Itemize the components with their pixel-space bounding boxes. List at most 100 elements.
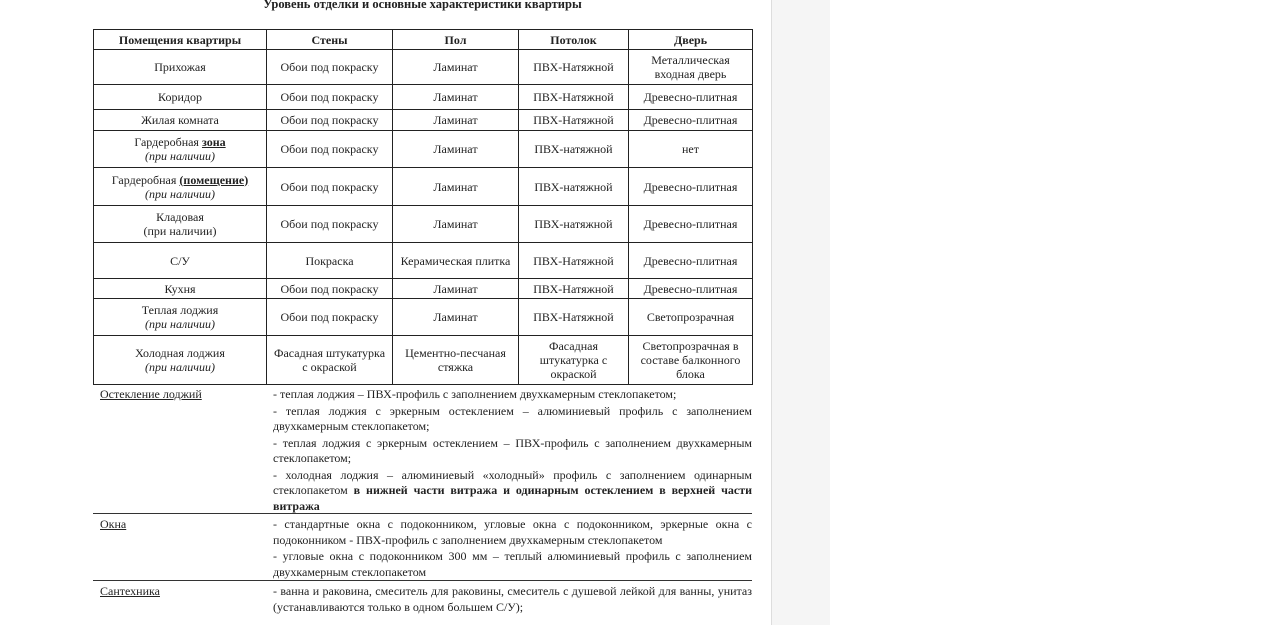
door-cell: нет <box>628 130 753 168</box>
section-glazing: Остекление лоджий - теплая лоджия – ПВХ-… <box>93 387 752 515</box>
ceiling-cell: ПВХ-Натяжной <box>518 49 629 85</box>
table-row: Коридор Обои под покраску Ламинат ПВХ-Натяж… <box>93 84 753 110</box>
column-header: Потолок <box>518 29 629 50</box>
section-label: Окна <box>100 517 127 531</box>
door-cell: Древесно-плитная <box>628 242 753 279</box>
table-row: Теплая лоджия (при наличии) Обои под покра… <box>93 298 753 336</box>
document-title: Уровень отделки и основные характеристик… <box>263 0 582 11</box>
column-header: Помещения квартиры <box>93 29 267 50</box>
section-label: Остекление лоджий <box>100 387 202 401</box>
divider <box>93 513 752 514</box>
table-row: С/У Покраска Керамическая плитка ПВХ-Натяжн… <box>93 242 753 279</box>
room-note: (при наличии) <box>145 186 215 201</box>
walls-cell: Обои под покраску <box>266 167 393 206</box>
walls-cell: Обои под покраску <box>266 84 393 110</box>
table-row: Прихожая Обои под покраску Ламинат ПВХ-Натя… <box>93 49 753 85</box>
walls-cell: Обои под покраску <box>266 109 393 131</box>
door-cell: Светопрозрачная <box>628 298 753 336</box>
room-name: Прихожая <box>154 60 206 74</box>
walls-cell: Фасадная штукатурка с окраской <box>266 335 393 385</box>
room-note: (при наличии) <box>143 224 217 238</box>
column-header: Пол <box>392 29 519 50</box>
walls-cell: Покраска <box>266 242 393 279</box>
list-item-bold-text: в нижней части витража и одинарным остек… <box>273 483 752 513</box>
room-cell: Жилая комната <box>93 109 267 131</box>
room-name-emphasis: зона <box>201 135 226 149</box>
door-cell: Древесно-плитная <box>628 84 753 110</box>
walls-cell: Обои под покраску <box>266 298 393 336</box>
list-item: - теплая лоджия с эркерным остеклением –… <box>273 403 752 434</box>
table-row: Кладовая (при наличии) Обои под покраску Ла… <box>93 205 753 243</box>
door-cell: Древесно-плитная <box>628 205 753 243</box>
column-header: Дверь <box>628 29 753 50</box>
table-row: Гардеробная зона (при наличии) Обои под по… <box>93 130 753 168</box>
list-item: - теплая лоджия – ПВХ-профиль с заполнен… <box>273 387 677 401</box>
walls-cell: Обои под покраску <box>266 130 393 168</box>
table-header-row: Помещения квартиры Стены Пол Потолок Дверь <box>93 29 753 50</box>
door-cell: Металлическая входная дверь <box>628 49 753 85</box>
floor-cell: Ламинат <box>392 84 519 110</box>
ceiling-cell: ПВХ-натяжной <box>518 167 629 206</box>
section-plumbing: Сантехника - ванна и раковина, смеситель… <box>93 584 752 616</box>
room-note: (при наличии) <box>145 360 215 374</box>
room-cell: Гардеробная (помещение) (при наличии) <box>93 167 267 206</box>
floor-cell: Ламинат <box>392 130 519 168</box>
room-name: Коридор <box>158 90 202 104</box>
floor-cell: Ламинат <box>392 278 519 299</box>
document-page: Уровень отделки и основные характеристик… <box>93 0 753 616</box>
room-name: Кладовая <box>156 210 204 224</box>
list-item: - угловые окна с подоконником 300 мм – т… <box>273 549 752 579</box>
table-row: Жилая комната Обои под покраску Ламинат ПВХ… <box>93 109 753 131</box>
door-cell: Светопрозрачная в составе балконного бло… <box>628 335 753 385</box>
column-header: Стены <box>266 29 393 50</box>
floor-cell: Керамическая плитка <box>392 242 519 279</box>
door-cell: Древесно-плитная <box>628 109 753 131</box>
room-name: Гардеробная <box>134 135 202 149</box>
table-row: Гардеробная (помещение) (при наличии) Обои… <box>93 167 753 206</box>
walls-cell: Обои под покраску <box>266 278 393 299</box>
door-cell: Древесно-плитная <box>628 278 753 299</box>
room-cell: С/У <box>93 242 267 279</box>
table-row: Кухня Обои под покраску Ламинат ПВХ-Натяжно… <box>93 278 753 299</box>
floor-cell: Ламинат <box>392 109 519 131</box>
floor-cell: Ламинат <box>392 205 519 243</box>
list-item: - ванна и раковина, смеситель для ракови… <box>273 584 752 614</box>
room-name: Кухня <box>164 281 196 296</box>
ceiling-cell: ПВХ-Натяжной <box>518 109 629 131</box>
floor-cell: Ламинат <box>392 49 519 85</box>
walls-cell: Обои под покраску <box>266 49 393 85</box>
room-cell: Кладовая (при наличии) <box>93 205 267 243</box>
room-name-emphasis: (помещение) <box>179 172 249 187</box>
room-name: Гардеробная <box>111 172 180 187</box>
room-name: Холодная лоджия <box>135 346 225 360</box>
room-cell: Кухня <box>93 278 267 299</box>
ceiling-cell: ПВХ-Натяжной <box>518 298 629 336</box>
list-item-text: - холодная лоджия – алюминиевый «холодны… <box>273 467 752 498</box>
section-windows: Окна - стандартные окна с подоконником, … <box>93 517 752 581</box>
room-name: Жилая комната <box>141 113 219 127</box>
door-cell: Древесно-плитная <box>628 167 753 206</box>
room-cell: Коридор <box>93 84 267 110</box>
room-name: С/У <box>170 253 190 268</box>
viewer-gutter <box>771 0 830 625</box>
room-note: (при наличии) <box>145 317 215 331</box>
walls-cell: Обои под покраску <box>266 205 393 243</box>
room-cell: Гардеробная зона (при наличии) <box>93 130 267 168</box>
room-cell: Холодная лоджия (при наличии) <box>93 335 267 385</box>
ceiling-cell: ПВХ-Натяжной <box>518 278 629 299</box>
list-item: - теплая лоджия с эркерным остеклением –… <box>273 435 752 466</box>
list-item: - холодная лоджия – алюминиевый «холодны… <box>273 468 752 515</box>
floor-cell: Цементно-песчаная стяжка <box>392 335 519 385</box>
room-cell: Теплая лоджия (при наличии) <box>93 298 267 336</box>
list-item: - стандартные окна с подоконником, углов… <box>273 517 752 547</box>
floor-cell: Ламинат <box>392 298 519 336</box>
ceiling-cell: ПВХ-Натяжной <box>518 242 629 279</box>
floor-cell: Ламинат <box>392 167 519 206</box>
divider <box>93 580 752 581</box>
ceiling-cell: ПВХ-Натяжной <box>518 84 629 110</box>
ceiling-cell: ПВХ-натяжной <box>518 205 629 243</box>
room-cell: Прихожая <box>93 49 267 85</box>
ceiling-cell: ПВХ-натяжной <box>518 130 629 168</box>
room-note: (при наличии) <box>145 149 215 163</box>
ceiling-cell: Фасадная штукатурка с окраской <box>518 335 629 385</box>
